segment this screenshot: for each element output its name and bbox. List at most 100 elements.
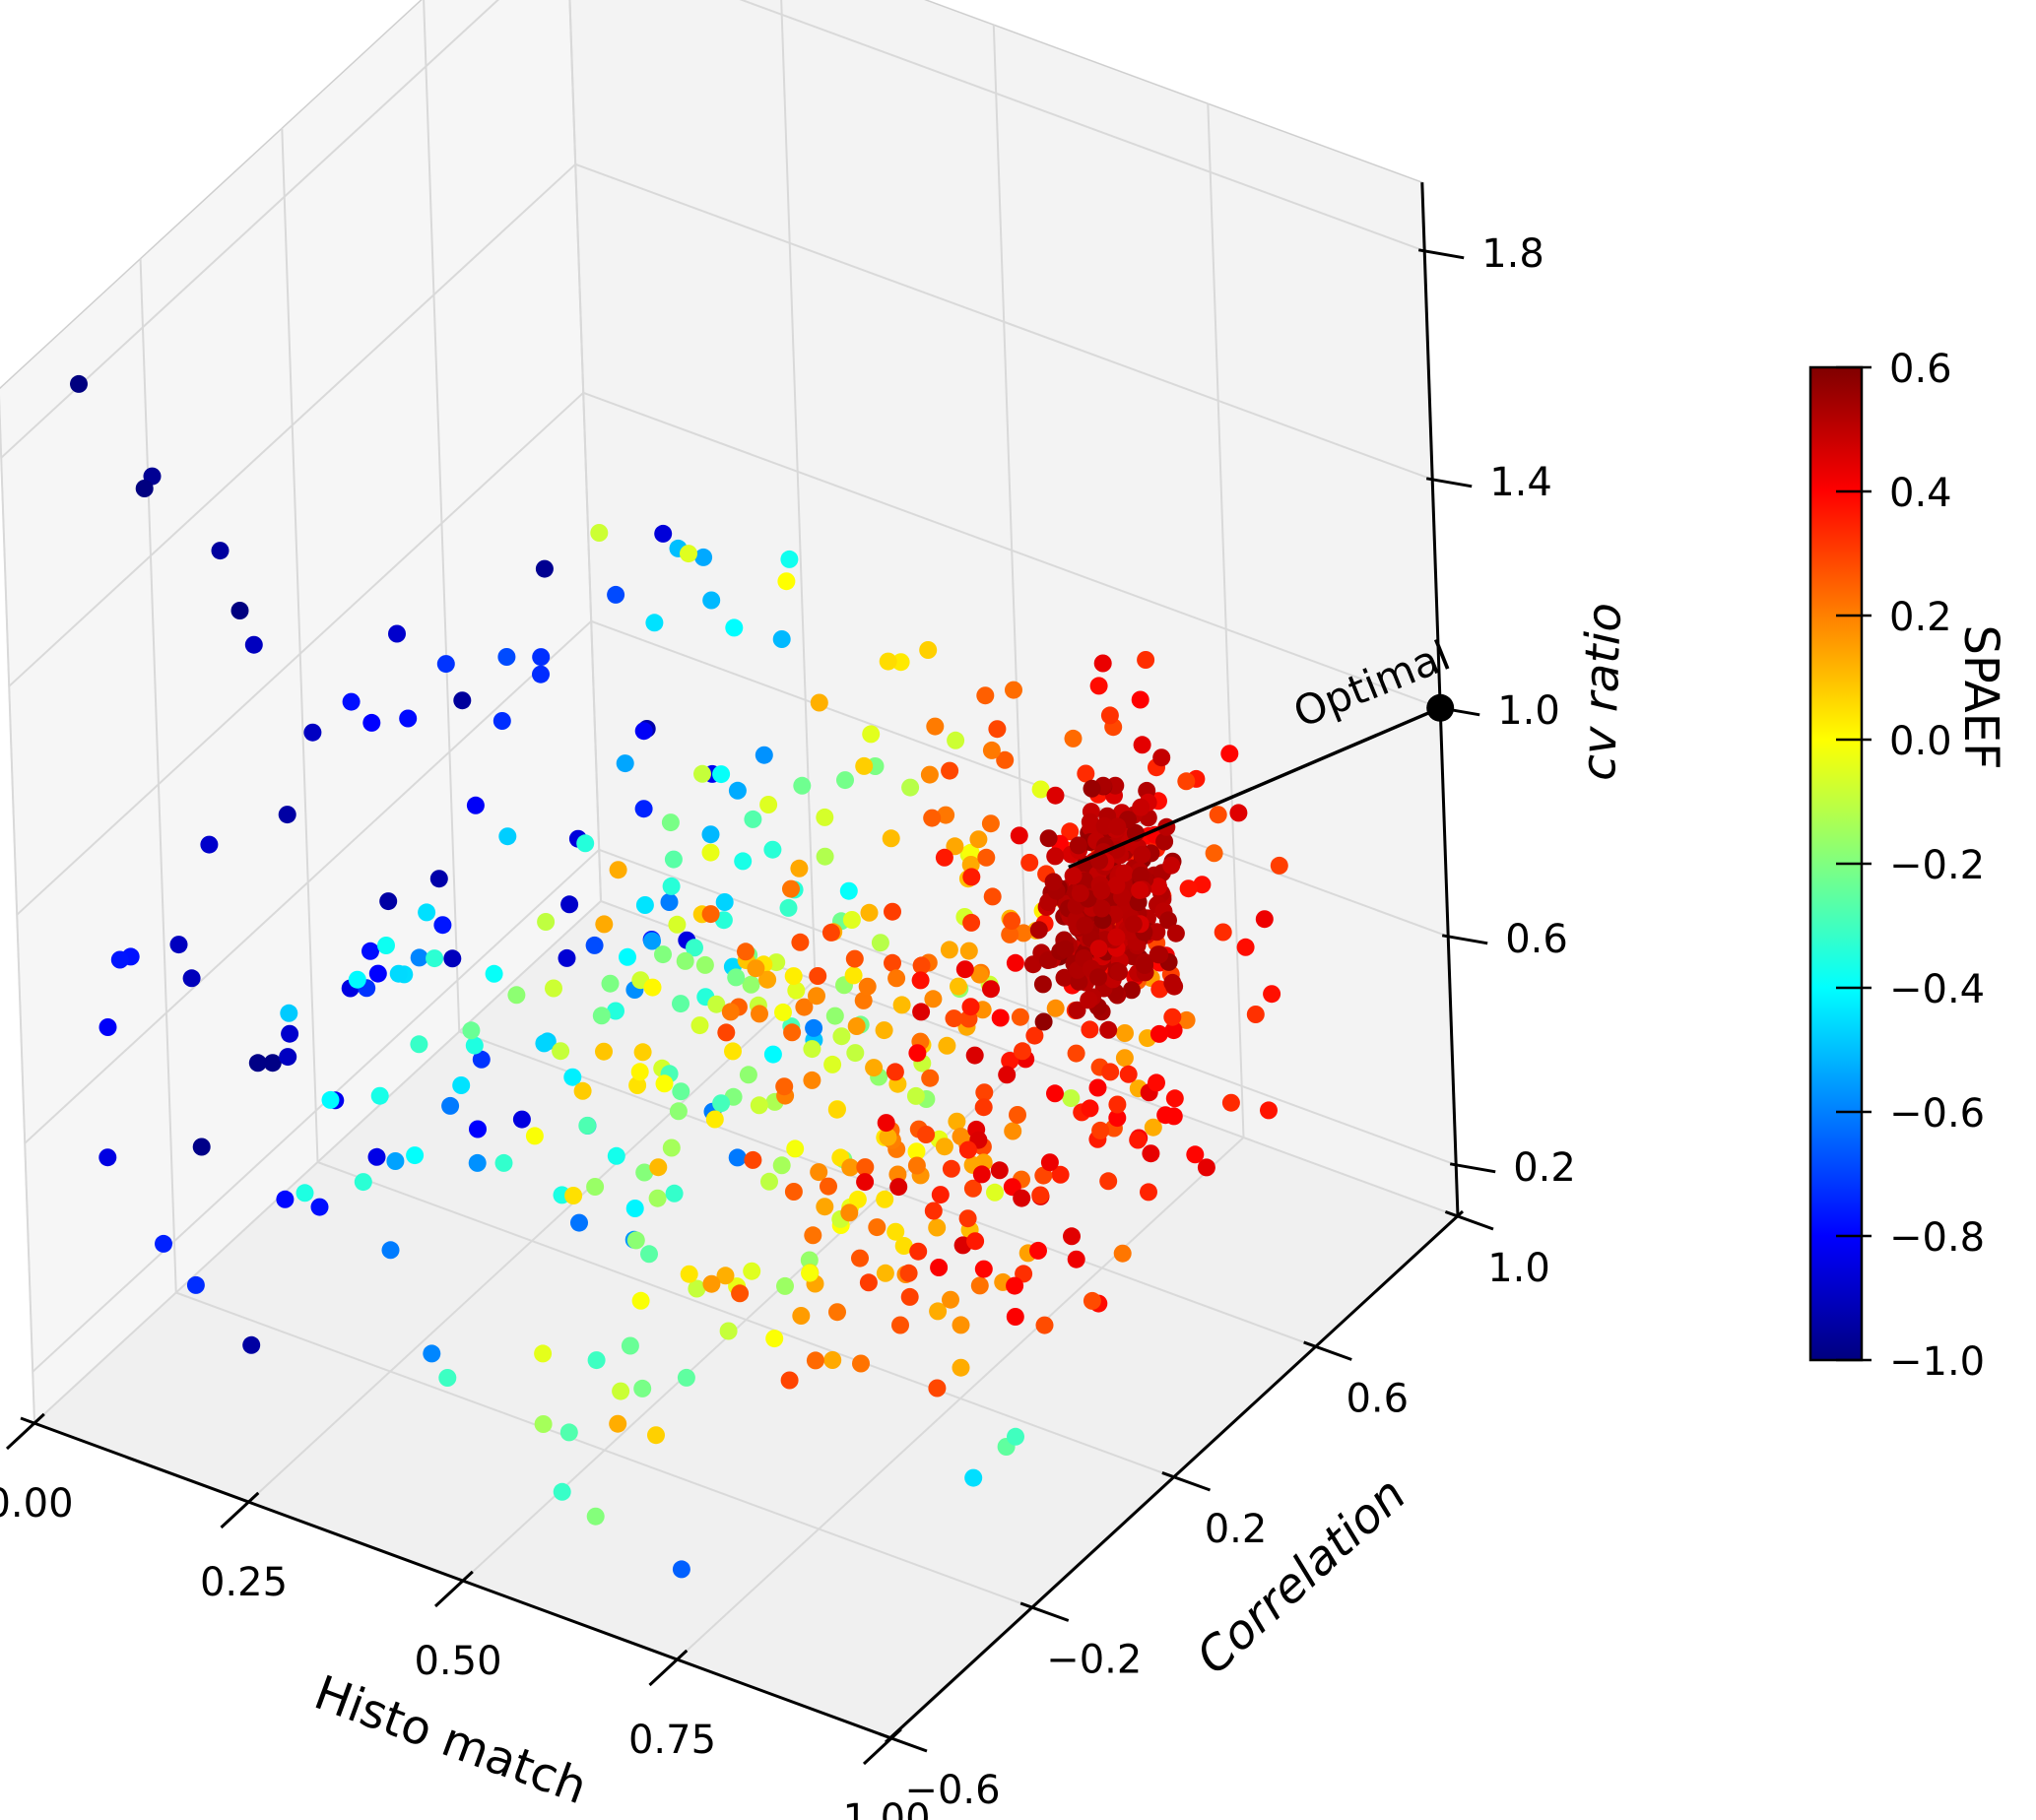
scatter-point (1099, 1020, 1118, 1039)
scatter-point (585, 936, 604, 954)
scatter-point (694, 548, 713, 566)
scatter-point (645, 614, 664, 632)
scatter-point (381, 1241, 400, 1260)
scatter-point (982, 741, 1001, 759)
scatter-point (924, 990, 943, 1008)
scatter-point (1082, 818, 1100, 837)
scatter-point (912, 1003, 931, 1021)
scatter-point (626, 1231, 645, 1250)
scatter-point (388, 624, 406, 643)
scatter-point (668, 915, 687, 934)
scatter-point (1062, 1089, 1081, 1108)
scatter-point (970, 1276, 989, 1295)
scatter-point (389, 964, 408, 983)
scatter-point (110, 950, 129, 969)
optimal-annotation-line (1068, 706, 1441, 870)
scatter-point (1246, 1006, 1265, 1023)
scatter-point (410, 948, 428, 967)
scatter-point (871, 934, 889, 952)
scatter-point (775, 1077, 794, 1096)
scatter-point (836, 771, 854, 790)
scatter-point (990, 1161, 1009, 1180)
scatter-point (1110, 963, 1128, 981)
colorbar: 0.6 0.4 0.2 0.0 −0.2 −0.4 −0.6 −0.8 −1.0 (1808, 347, 1985, 1385)
scatter-point (929, 1302, 948, 1321)
scatter-point (680, 1265, 698, 1283)
scatter-point (759, 796, 778, 813)
scatter-point (587, 1351, 606, 1370)
scatter-point (1148, 1073, 1165, 1092)
scatter-point (892, 996, 911, 1014)
scatter-point (1089, 677, 1108, 695)
scatter-point (991, 1008, 1010, 1027)
scatter-point (665, 1184, 684, 1202)
scatter-point (1150, 945, 1169, 964)
scatter-point (847, 1017, 866, 1035)
scatter-point (911, 971, 930, 990)
scatter-point (1001, 1052, 1019, 1070)
scatter-point (1159, 911, 1177, 930)
scatter-point (728, 1148, 747, 1167)
scatter-point (570, 1213, 588, 1232)
scatter-point (303, 723, 322, 742)
scatter-point (848, 1190, 867, 1208)
scatter-point (296, 1184, 314, 1202)
scatter-point (1221, 1093, 1240, 1112)
scatter-point (1003, 912, 1021, 930)
x-tick (648, 1649, 689, 1687)
scatter-point (367, 1147, 386, 1166)
scatter-point (661, 813, 680, 832)
scatter-point (99, 1018, 117, 1036)
scatter-point (961, 998, 980, 1016)
scatter-point (244, 635, 263, 654)
scatter-point (712, 1094, 731, 1113)
scatter-point (494, 1153, 513, 1172)
scatter-point (744, 810, 762, 828)
scatter-point (1177, 772, 1196, 791)
scatter-point (758, 970, 777, 989)
scatter-point (750, 1096, 768, 1115)
scatter-point (963, 1179, 982, 1198)
scatter-point (1076, 916, 1094, 935)
scatter-point (379, 892, 398, 911)
scatter-point (972, 1165, 991, 1184)
scatter-point (348, 970, 366, 989)
scatter-point (537, 913, 556, 931)
scatter-point (760, 1172, 778, 1191)
y-tick (1303, 1340, 1352, 1361)
scatter-point (310, 1198, 329, 1216)
scatter-point (362, 713, 381, 732)
scatter-point (721, 1003, 740, 1021)
scatter-point (634, 722, 653, 741)
scatter-point (899, 1264, 918, 1282)
scatter-point (975, 1083, 994, 1102)
scatter-point (1067, 1250, 1085, 1268)
scatter-point (962, 913, 981, 932)
scatter-point (846, 1044, 865, 1063)
scatter-point (1063, 1227, 1081, 1246)
z-tick-label: 1.8 (1481, 231, 1544, 277)
optimal-point (1426, 693, 1455, 722)
scatter-point (399, 709, 418, 728)
scatter-point (278, 806, 296, 824)
scatter-point (1035, 1316, 1054, 1334)
scatter-point (728, 781, 747, 800)
colorbar-tick-label: −1.0 (1889, 1339, 1985, 1385)
scatter-point (1083, 1291, 1101, 1310)
scatter-point (560, 895, 579, 914)
scatter-point (921, 1069, 940, 1087)
scatter-point (672, 1082, 690, 1101)
scatter-point (816, 808, 834, 826)
scatter-point (1119, 1065, 1138, 1083)
colorbar-tick-label: 0.4 (1889, 471, 1952, 516)
scatter-point (690, 1016, 709, 1035)
scatter-point (672, 995, 690, 1013)
scatter-point (406, 1146, 425, 1165)
scatter-point (712, 765, 731, 784)
scatter-point (962, 868, 981, 886)
scatter-point (607, 1002, 624, 1020)
scatter-point (891, 1316, 909, 1334)
optimal-annotation (1068, 693, 1455, 870)
scatter-point (731, 1284, 750, 1303)
z-tick (1425, 477, 1473, 488)
